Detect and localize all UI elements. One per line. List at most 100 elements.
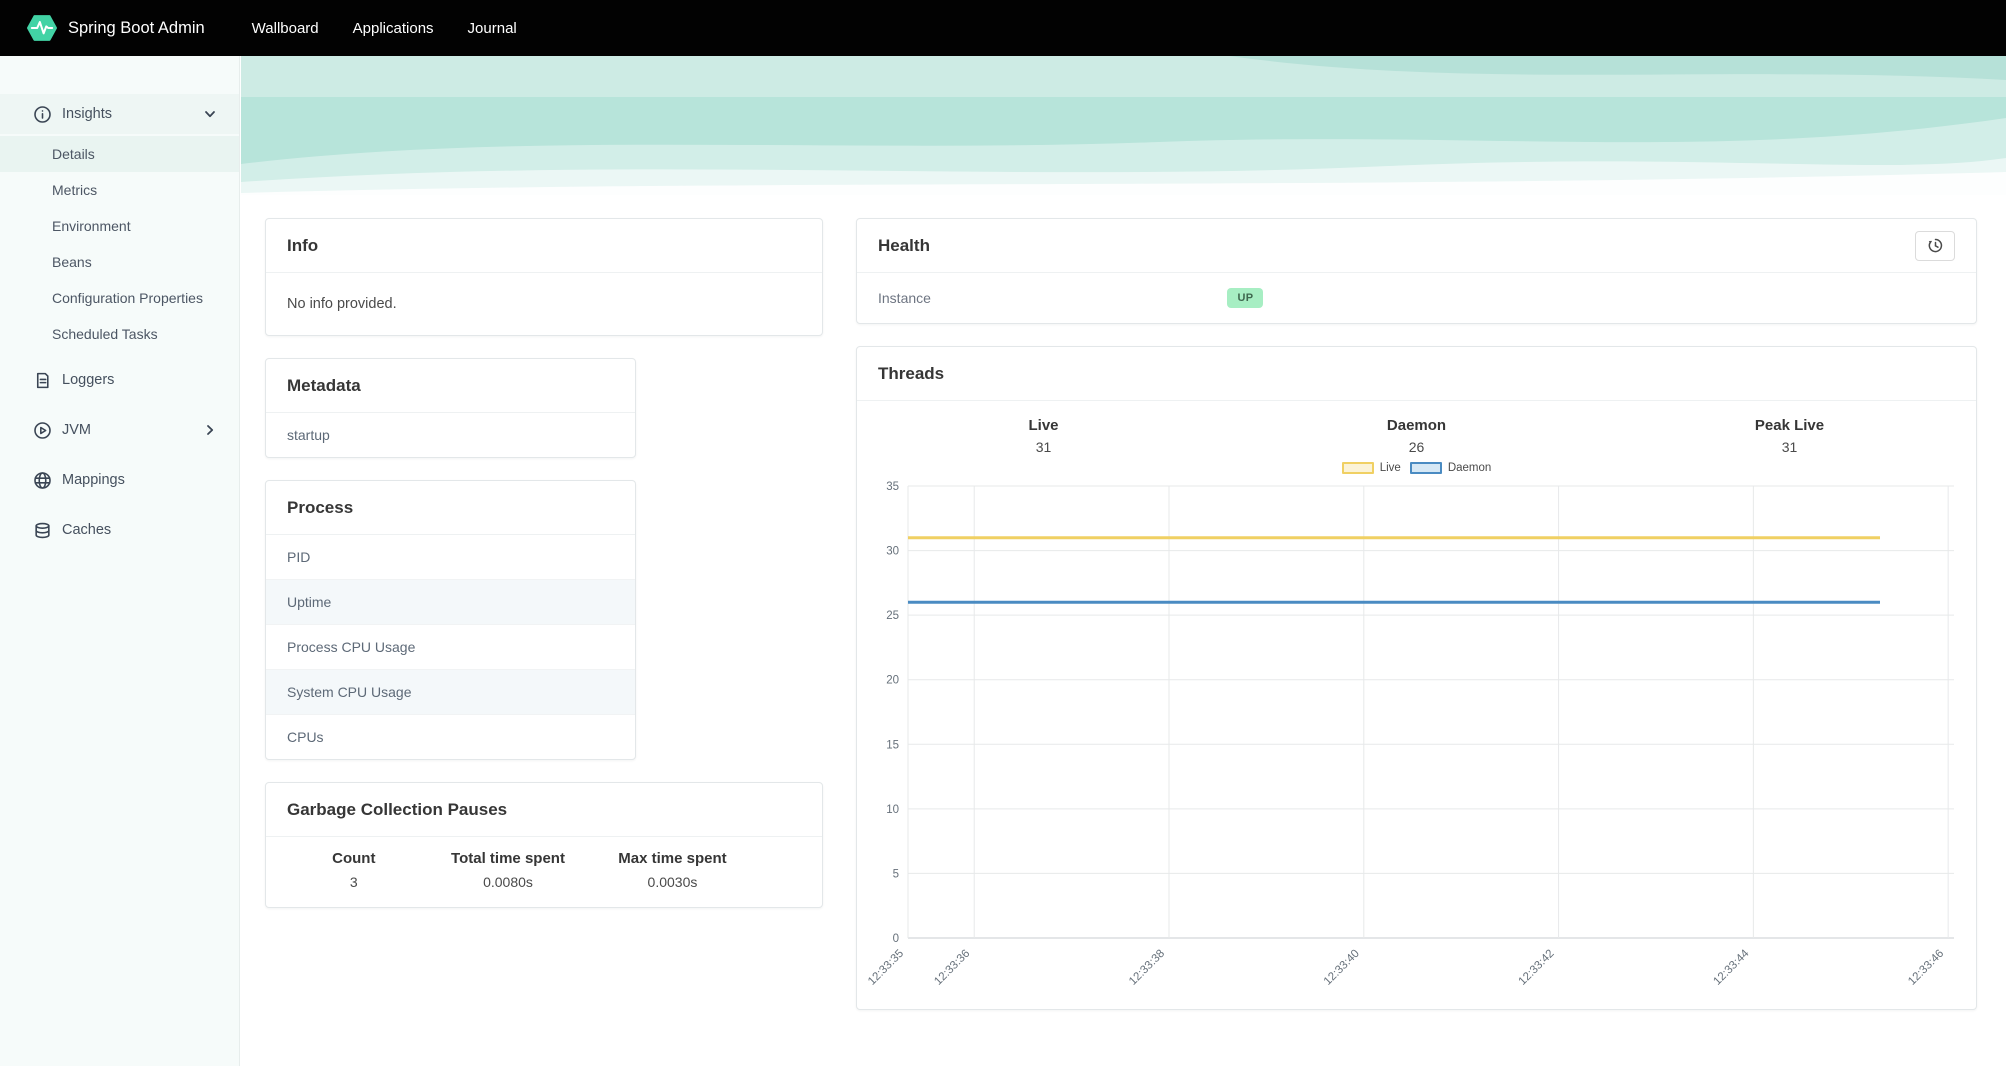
nav-item-applications[interactable]: Applications (352, 19, 434, 37)
metadata-panel-title: Metadata (287, 375, 361, 395)
svg-text:12:33:40: 12:33:40 (1322, 948, 1362, 988)
chevron-down-icon (205, 111, 215, 118)
process-panel-title: Process (287, 497, 354, 517)
sidebar-item-mappings[interactable]: Mappings (0, 460, 239, 500)
health-row: Instance UP (857, 273, 1976, 323)
svg-text:25: 25 (886, 610, 899, 622)
sidebar-item-metrics[interactable]: Metrics (52, 182, 98, 198)
nav-item-wallboard[interactable]: Wallboard (251, 19, 319, 37)
legend-label: Live (1379, 462, 1401, 474)
thread-stat-peak-live: Peak Live 31 (1603, 417, 1976, 455)
legend-swatch (1409, 462, 1442, 474)
svg-text:12:33:42: 12:33:42 (1517, 948, 1557, 988)
svg-text:20: 20 (886, 675, 899, 687)
health-rows: Instance UP (857, 273, 1976, 323)
thread-stat-label: Live (1028, 417, 1059, 434)
thread-stat-value: 31 (1781, 439, 1798, 455)
gc-pauses-panel: Garbage Collection Pauses Count 3 Total ti… (265, 782, 823, 908)
gc-table: Count 3 Total time spent 0.0080s Max time sp… (266, 837, 822, 907)
info-panel: Info No info provided. (265, 218, 823, 336)
sidebar-item-scheduled-tasks[interactable]: Scheduled Tasks (52, 326, 158, 342)
sidebar-item-jvm[interactable]: JVM (0, 410, 239, 450)
svg-text:15: 15 (886, 739, 899, 751)
svg-text:12:33:35: 12:33:35 (866, 948, 906, 988)
sidebar-item-beans[interactable]: Beans (52, 254, 92, 270)
gc-column-header: Count (332, 850, 376, 867)
metadata-rows: startup (266, 413, 635, 457)
sidebar-item-insights[interactable]: Insights (0, 94, 239, 134)
main-content: Info No info provided. Metadata startup … (241, 56, 2006, 1066)
gc-column-count: Count 3 (287, 850, 421, 890)
play-circle-icon (34, 421, 51, 439)
gc-column-header: Total time spent (451, 850, 565, 867)
spring-boot-admin-logo-icon (27, 15, 57, 41)
health-panel: Health Instance UP (856, 218, 1977, 324)
sidebar-item-details[interactable]: Details (0, 136, 239, 172)
sidebar-item-environment[interactable]: Environment (52, 218, 131, 234)
sidebar-item-configuration-properties[interactable]: Configuration Properties (52, 290, 203, 306)
svg-text:12:33:44: 12:33:44 (1711, 947, 1752, 988)
process-row-system-cpu-usage: System CPU Usage (266, 669, 635, 714)
process-rows: PID Uptime Process CPU Usage System CPU Usa… (266, 535, 635, 759)
process-row-cpus: CPUs (266, 714, 635, 759)
svg-text:5: 5 (893, 868, 899, 880)
thread-stat-daemon: Daemon 26 (1230, 417, 1603, 455)
metadata-row: startup (287, 427, 330, 443)
gc-column-value: 0.0080s (483, 874, 533, 890)
document-lines-icon (36, 372, 49, 388)
status-badge: UP (1227, 288, 1264, 308)
svg-text:30: 30 (886, 546, 899, 558)
legend-item-daemon: Daemon (1409, 462, 1492, 474)
nav-item-journal[interactable]: Journal (467, 19, 517, 37)
threads-chart-container: 0 5 10 15 20 25 30 35 12:33:35 12:33:36 12:33:38 12… (857, 474, 1976, 1009)
database-icon (35, 522, 50, 538)
sidebar-item-loggers[interactable]: Loggers (0, 360, 239, 400)
insights-submenu: Details Metrics Environment Beans Configurat… (0, 136, 239, 352)
sidebar-item-label: Loggers (62, 372, 115, 388)
threads-chart: 0 5 10 15 20 25 30 35 12:33:35 12:33:36 12:33:38 12… (866, 481, 1954, 988)
metadata-panel: Metadata startup (265, 358, 636, 458)
chevron-right-icon (207, 425, 214, 435)
gc-pauses-panel-title: Garbage Collection Pauses (287, 799, 508, 819)
sidebar-item-label: JVM (62, 422, 91, 438)
sidebar-item-caches[interactable]: Caches (0, 510, 239, 550)
svg-text:12:33:46: 12:33:46 (1906, 948, 1946, 988)
thread-stat-value: 26 (1408, 439, 1425, 455)
process-row-process-cpu-usage: Process CPU Usage (266, 624, 635, 669)
gc-column-header: Max time spent (618, 850, 727, 867)
gc-column-value: 0.0030s (647, 874, 698, 890)
sidebar: Insights Details Metrics Environment Beans C… (0, 56, 240, 1066)
svg-text:12:33:38: 12:33:38 (1127, 948, 1167, 988)
sidebar-item-label: Caches (62, 522, 112, 538)
nav-items: Wallboard Applications Journal (235, 10, 534, 47)
chart-legend: Live Daemon (857, 462, 1976, 474)
health-panel-title: Health (878, 235, 930, 255)
thread-stat-label: Peak Live (1754, 417, 1825, 434)
gc-column-total-time-spent: Total time spent 0.0080s (421, 850, 596, 890)
info-panel-body: No info provided. (287, 296, 397, 312)
svg-text:12:33:36: 12:33:36 (932, 948, 972, 988)
brand[interactable]: Spring Boot Admin (27, 13, 205, 43)
thread-stats: Live 31 Daemon 26 Peak Live 31 (857, 417, 1976, 455)
gc-column-max-time-spent: Max time spent 0.0030s (595, 850, 749, 890)
process-panel: Process PID Uptime Process CPU Usage System… (265, 480, 636, 760)
threads-panel-title: Threads (878, 363, 945, 383)
globe-icon (34, 471, 51, 489)
svg-text:35: 35 (886, 481, 899, 493)
health-row-label: Instance (878, 290, 931, 306)
svg-text:10: 10 (886, 804, 899, 816)
legend-swatch (1341, 462, 1374, 474)
health-history-button[interactable] (1915, 230, 1955, 261)
history-icon (1928, 238, 1942, 253)
sidebar-item-label: Insights (62, 106, 112, 122)
legend-label: Daemon (1447, 462, 1492, 474)
thread-stat-live: Live 31 (857, 417, 1230, 455)
sidebar-item-label: Mappings (62, 472, 125, 488)
process-row-pid: PID (287, 549, 311, 565)
svg-text:0: 0 (893, 933, 899, 945)
info-panel-title: Info (287, 235, 319, 255)
gc-column-value: 3 (349, 874, 358, 890)
top-navbar: Spring Boot Admin Wallboard Applications… (0, 0, 2006, 56)
process-row-uptime: Uptime (266, 579, 635, 624)
info-circle-icon (34, 105, 51, 123)
